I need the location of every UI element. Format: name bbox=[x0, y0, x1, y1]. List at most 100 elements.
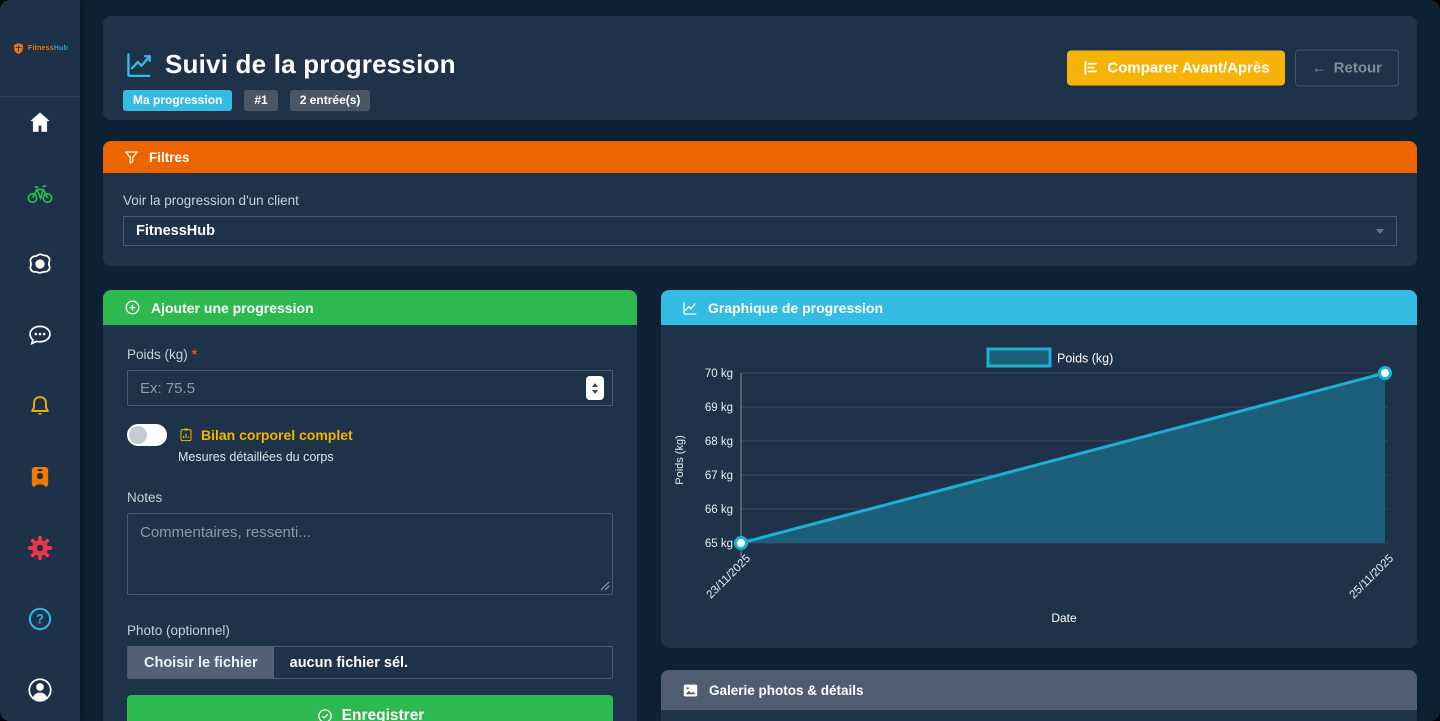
add-progression-header: Ajouter une progression bbox=[103, 290, 637, 325]
series-line bbox=[740, 371, 1386, 545]
check-circle-icon bbox=[317, 709, 332, 721]
body-scan-toggle[interactable] bbox=[127, 424, 167, 446]
client-select-label: Voir la progression d'un client bbox=[123, 193, 299, 208]
filters-section: Filtres Voir la progression d'un client … bbox=[103, 141, 1417, 266]
title-row: Suivi de la progression bbox=[123, 16, 1399, 80]
sidebar-item-nutrition[interactable] bbox=[25, 249, 55, 279]
photo-gallery-icon bbox=[683, 684, 698, 696]
sidebar-nav: ? bbox=[0, 97, 80, 705]
svg-text:?: ? bbox=[36, 612, 44, 627]
profile-icon bbox=[28, 678, 52, 702]
body-scan-toggle-row: Bilan corporel complet bbox=[127, 424, 613, 446]
stepper-up-icon[interactable] bbox=[592, 382, 598, 387]
home-icon bbox=[30, 112, 50, 132]
progress-chart-card: Graphique de progression Poids (kg) bbox=[661, 290, 1417, 648]
bell-icon bbox=[31, 396, 49, 415]
weight-label: Poids (kg) * bbox=[127, 347, 198, 362]
sidebar-item-workouts[interactable] bbox=[25, 178, 55, 208]
page-title: Suivi de la progression bbox=[165, 49, 456, 79]
chat-icon bbox=[29, 325, 51, 346]
back-button[interactable]: ← Retour bbox=[1294, 49, 1399, 87]
chart-header: Graphique de progression bbox=[661, 290, 1417, 325]
sidebar-item-notifications[interactable] bbox=[25, 391, 55, 421]
sidebar-item-home[interactable] bbox=[25, 107, 55, 137]
notes-label: Notes bbox=[127, 490, 163, 505]
gear-icon bbox=[27, 535, 53, 561]
main-content: Suivi de la progression Ma progression #… bbox=[103, 0, 1417, 721]
photo-file-input[interactable]: Choisir le fichier aucun fichier sél. bbox=[127, 646, 613, 679]
weight-input[interactable] bbox=[127, 370, 613, 406]
chart-body: Poids (kg) 70 kg 69 kg bbox=[661, 325, 1417, 648]
sidebar-item-clients[interactable] bbox=[25, 462, 55, 492]
photo-label: Photo (optionnel) bbox=[127, 623, 230, 638]
required-marker: * bbox=[191, 347, 198, 362]
y-tick: 67 kg bbox=[705, 470, 733, 482]
data-point[interactable] bbox=[734, 536, 748, 550]
toggle-knob bbox=[129, 426, 147, 444]
y-tick: 66 kg bbox=[705, 504, 733, 516]
header-actions: Comparer Avant/Après ← Retour bbox=[1067, 49, 1399, 87]
y-tick: 69 kg bbox=[705, 402, 733, 414]
add-progression-body: Poids (kg) * bbox=[103, 325, 637, 721]
body-scan-description: Mesures détaillées du corps bbox=[178, 450, 334, 464]
y-tick: 68 kg bbox=[705, 436, 733, 448]
sidebar-item-settings[interactable] bbox=[25, 533, 55, 563]
logo-text: FitnessHub bbox=[27, 44, 69, 52]
gallery-header: Galerie photos & détails bbox=[661, 670, 1417, 710]
x-tick: 25/11/2025 bbox=[1348, 553, 1397, 602]
page-header: Suivi de la progression Ma progression #… bbox=[103, 16, 1417, 120]
client-card-icon bbox=[31, 466, 49, 488]
body-scan-chart-icon bbox=[180, 428, 192, 442]
filters-header: Filtres bbox=[103, 141, 1417, 173]
save-progression-button[interactable]: Enregistrer bbox=[127, 695, 613, 721]
app-logo[interactable]: FitnessHub bbox=[0, 0, 80, 97]
chevron-down-icon bbox=[1376, 228, 1384, 234]
add-progression-card: Ajouter une progression Poids (kg) * bbox=[103, 290, 637, 721]
trend-chart-icon bbox=[127, 53, 151, 78]
data-point[interactable] bbox=[1378, 366, 1392, 380]
badge-row: Ma progression #1 2 entrée(s) bbox=[123, 90, 1399, 112]
bike-icon bbox=[27, 185, 53, 204]
notes-textarea[interactable] bbox=[127, 513, 613, 595]
filter-funnel-icon bbox=[125, 150, 138, 164]
badge-entries: 2 entrée(s) bbox=[289, 90, 371, 112]
stepper-down-icon[interactable] bbox=[592, 389, 598, 394]
gallery-card: Galerie photos & détails bbox=[661, 670, 1417, 721]
right-column: Graphique de progression Poids (kg) bbox=[661, 290, 1417, 721]
sidebar-item-help[interactable]: ? bbox=[25, 604, 55, 634]
compare-before-after-button[interactable]: Comparer Avant/Après bbox=[1067, 50, 1285, 86]
legend-swatch[interactable] bbox=[986, 347, 1052, 368]
x-axis-label: Date bbox=[1051, 611, 1077, 625]
line-chart-icon bbox=[683, 301, 697, 315]
y-tick: 70 kg bbox=[705, 368, 733, 380]
notes-textarea-wrap bbox=[127, 513, 613, 595]
x-tick: 23/11/2025 bbox=[705, 553, 754, 602]
client-select[interactable]: FitnessHub bbox=[123, 216, 1397, 246]
sidebar-item-messages[interactable] bbox=[25, 320, 55, 350]
filters-body: Voir la progression d'un client FitnessH… bbox=[103, 173, 1417, 266]
badge-ma-progression: Ma progression bbox=[123, 90, 233, 112]
nutrition-icon bbox=[29, 253, 51, 274]
weight-input-wrap bbox=[127, 370, 613, 406]
legend-label[interactable]: Poids (kg) bbox=[1057, 352, 1113, 366]
weight-line-chart: Poids (kg) 70 kg 69 kg bbox=[674, 347, 1397, 625]
number-stepper[interactable] bbox=[586, 376, 604, 400]
content-columns: Ajouter une progression Poids (kg) * bbox=[103, 290, 1417, 721]
gallery-body bbox=[661, 710, 1417, 721]
y-axis-label: Poids (kg) bbox=[674, 435, 686, 485]
back-arrow-icon: ← bbox=[1311, 59, 1327, 77]
sidebar-item-profile[interactable] bbox=[25, 675, 55, 705]
compare-icon bbox=[1084, 60, 1098, 76]
choose-file-button[interactable]: Choisir le fichier bbox=[128, 647, 274, 678]
sidebar: FitnessHub bbox=[0, 0, 80, 721]
resize-handle-icon[interactable] bbox=[600, 581, 610, 591]
y-tick: 65 kg bbox=[705, 538, 733, 550]
body-scan-label: Bilan corporel complet bbox=[178, 427, 353, 443]
help-icon: ? bbox=[28, 607, 52, 631]
file-status-text: aucun fichier sél. bbox=[289, 654, 409, 671]
badge-number: #1 bbox=[244, 90, 278, 112]
left-column: Ajouter une progression Poids (kg) * bbox=[103, 290, 637, 721]
logo-shield-icon bbox=[14, 42, 23, 54]
plus-circle-icon bbox=[125, 300, 140, 315]
